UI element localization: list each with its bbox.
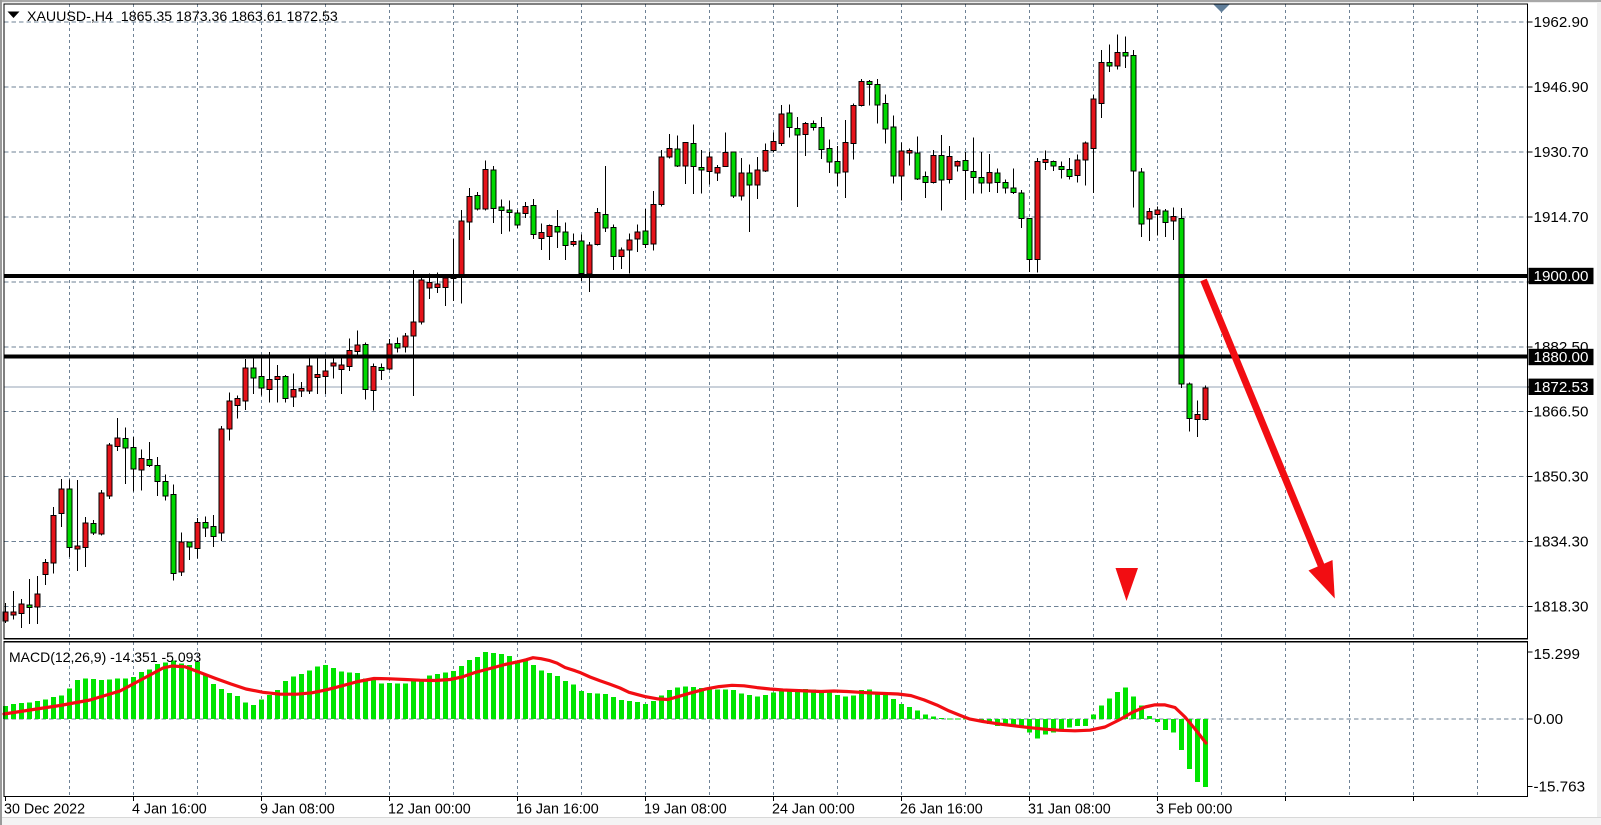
svg-text:1880.00: 1880.00 — [1534, 349, 1589, 366]
svg-text:1900.00: 1900.00 — [1534, 268, 1589, 285]
svg-text:12 Jan 00:00: 12 Jan 00:00 — [388, 802, 471, 818]
svg-text:1834.30: 1834.30 — [1534, 534, 1589, 551]
svg-text:4 Jan 16:00: 4 Jan 16:00 — [132, 802, 207, 818]
svg-text:3 Feb 00:00: 3 Feb 00:00 — [1156, 802, 1232, 818]
svg-text:MACD(12,26,9) -14.351 -5.093: MACD(12,26,9) -14.351 -5.093 — [9, 649, 201, 665]
svg-text:1962.90: 1962.90 — [1534, 14, 1589, 31]
svg-text:1872.53: 1872.53 — [1534, 379, 1589, 396]
svg-text:1850.30: 1850.30 — [1534, 469, 1589, 486]
svg-text:1866.50: 1866.50 — [1534, 404, 1589, 421]
svg-text:1914.70: 1914.70 — [1534, 209, 1589, 226]
svg-text:26 Jan 16:00: 26 Jan 16:00 — [900, 802, 983, 818]
svg-text:0.00: 0.00 — [1534, 711, 1564, 728]
svg-text:19 Jan 08:00: 19 Jan 08:00 — [644, 802, 727, 818]
svg-text:31 Jan 08:00: 31 Jan 08:00 — [1028, 802, 1111, 818]
svg-text:1818.30: 1818.30 — [1534, 599, 1589, 616]
svg-text:24 Jan 00:00: 24 Jan 00:00 — [772, 802, 855, 818]
svg-text:16 Jan 16:00: 16 Jan 16:00 — [516, 802, 599, 818]
svg-text:-15.763: -15.763 — [1534, 779, 1586, 796]
svg-text:1930.70: 1930.70 — [1534, 144, 1589, 161]
svg-text:30 Dec 2022: 30 Dec 2022 — [4, 802, 85, 818]
svg-text:9 Jan 08:00: 9 Jan 08:00 — [260, 802, 335, 818]
svg-text:XAUUSD-,H4 1865.35 1873.36 18: XAUUSD-,H4 1865.35 1873.36 1863.61 1872.… — [27, 9, 338, 25]
svg-text:1946.90: 1946.90 — [1534, 79, 1589, 96]
svg-text:15.299: 15.299 — [1534, 646, 1580, 663]
